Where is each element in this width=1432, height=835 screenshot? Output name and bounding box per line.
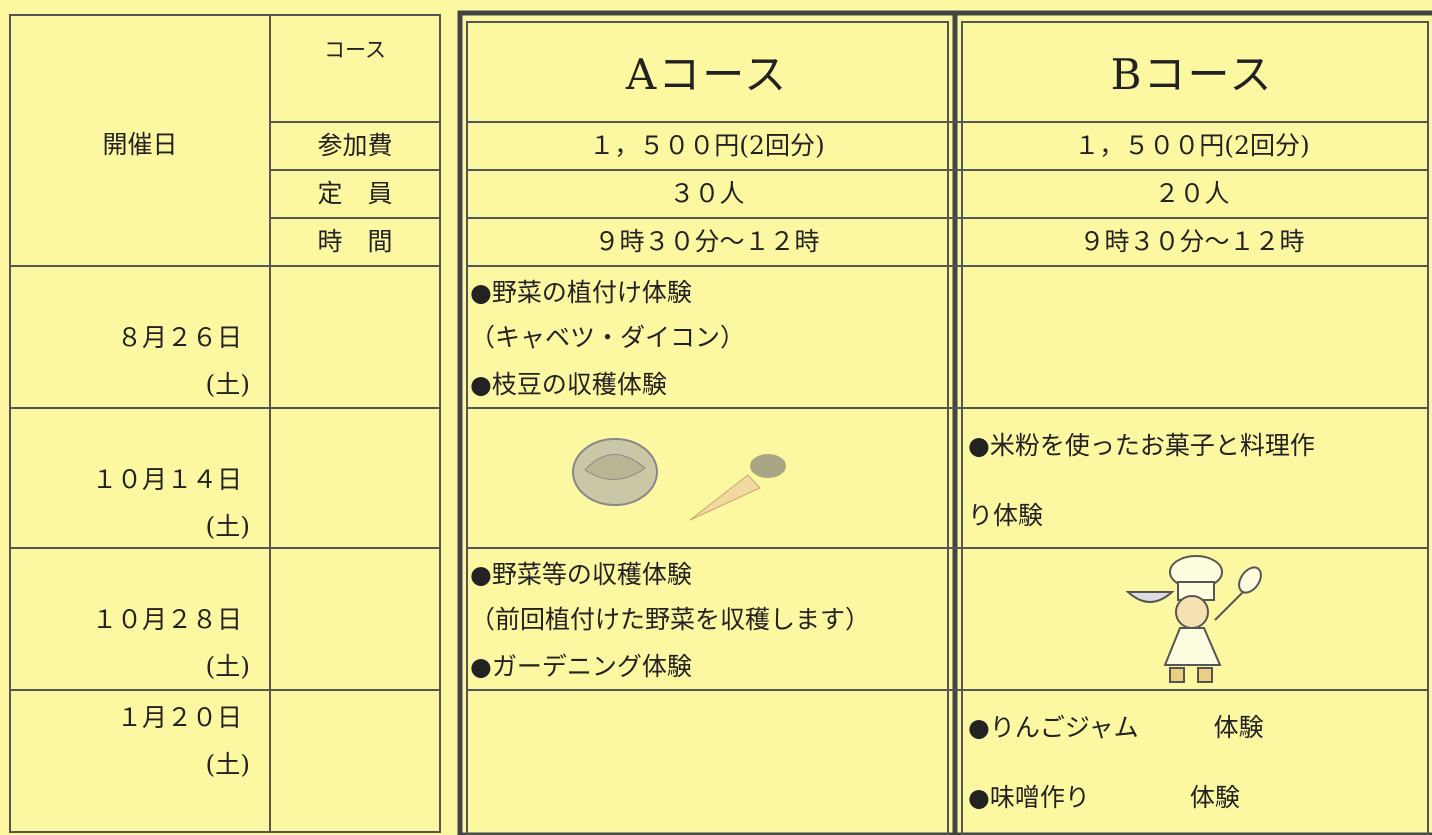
time-header: 時 間 <box>317 227 393 256</box>
event-day: (土) <box>205 370 250 399</box>
course-capacity: ２０人 <box>1154 179 1230 208</box>
event-date: ８月２６日 <box>116 323 242 352</box>
activity-line: ●りんごジャム 体験 <box>968 713 1264 742</box>
date-header: 開催日 <box>102 130 178 159</box>
course-time: ９時３０分～１２時 <box>594 227 820 256</box>
activity-line: り体験 <box>968 501 1044 530</box>
activity-line: （キャベツ・ダイコン） <box>470 323 746 352</box>
event-day: (土) <box>205 512 250 541</box>
course-time: ９時３０分～１２時 <box>1079 227 1305 256</box>
event-date: １０月１４日 <box>91 465 242 494</box>
chef-illustration <box>1125 555 1262 683</box>
activity-line: （前回植付けた野菜を収穫します） <box>470 605 871 634</box>
course-name: Aコース <box>625 50 789 99</box>
activity-line: ●味噌作り 体験 <box>968 783 1240 812</box>
event-day: (土) <box>205 652 250 681</box>
course-header: コース <box>324 38 386 62</box>
vegetable-illustration <box>572 438 786 521</box>
activity-line: ●野菜等の収穫体験 <box>470 560 692 589</box>
event-date: １０月２８日 <box>91 605 242 634</box>
course-fee: １，５００円(2回分) <box>1074 131 1310 160</box>
activity-line: ●野菜の植付け体験 <box>470 278 692 307</box>
activity-line: ●枝豆の収穫体験 <box>470 370 667 399</box>
course-name: Bコース <box>1110 50 1274 99</box>
event-date: １月２０日 <box>116 703 242 732</box>
course-capacity: ３０人 <box>669 179 745 208</box>
capacity-header: 定 員 <box>317 179 393 208</box>
activity-line: ●米粉を使ったお菓子と料理作 <box>968 431 1315 460</box>
activity-line: ●ガーデニング体験 <box>470 652 692 681</box>
event-day: (土) <box>205 750 250 779</box>
fee-header: 参加費 <box>317 131 393 160</box>
course-fee: １，５００円(2回分) <box>589 131 825 160</box>
